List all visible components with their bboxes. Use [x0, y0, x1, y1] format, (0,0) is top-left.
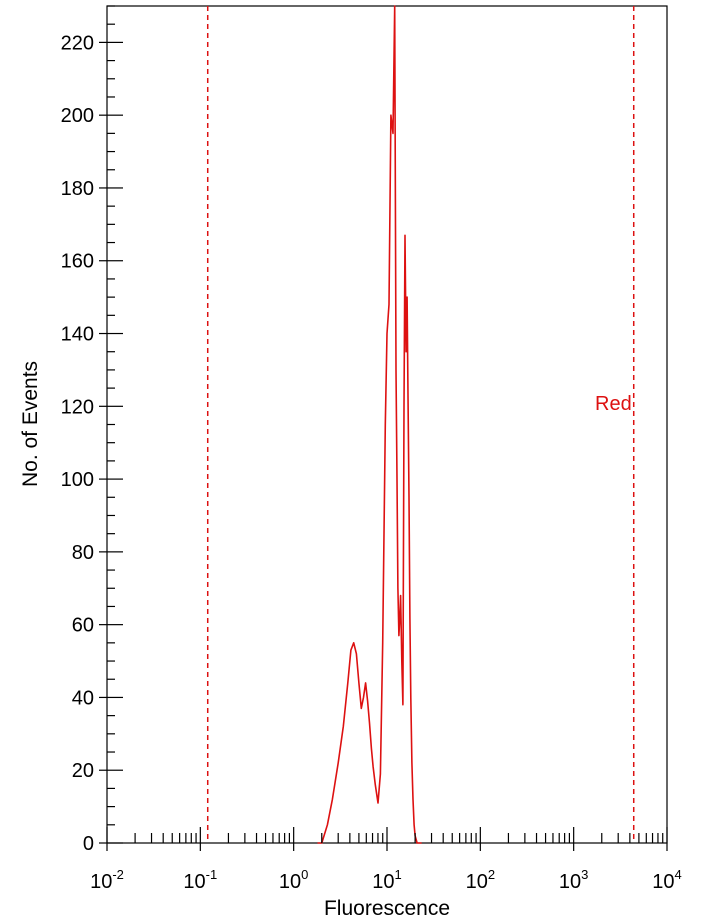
y-tick-label: 80 — [72, 542, 94, 564]
y-tick-label: 60 — [72, 615, 94, 637]
x-tick-exponent: 2 — [488, 867, 495, 882]
x-tick-label: 10-1 — [183, 867, 217, 893]
gate-marker-label: Red — [595, 393, 632, 415]
y-tick-label: 200 — [61, 105, 94, 127]
x-tick-base: 10 — [559, 871, 581, 893]
x-tick-label: 104 — [652, 867, 681, 893]
x-tick-base: 10 — [466, 871, 488, 893]
x-tick-exponent: 3 — [581, 867, 588, 882]
x-tick-label: 10-2 — [90, 867, 124, 893]
x-tick-label: 102 — [466, 867, 495, 893]
y-tick-label: 0 — [83, 833, 94, 855]
x-tick-label: 103 — [559, 867, 588, 893]
y-tick-label: 100 — [61, 469, 94, 491]
x-tick-exponent: 1 — [395, 867, 402, 882]
y-axis-title: No. of Events — [19, 361, 42, 487]
histogram-series-line — [317, 5, 422, 844]
x-tick-exponent: 4 — [675, 867, 682, 882]
x-axis-title: Fluorescence — [324, 897, 450, 920]
x-tick-base: 10 — [90, 871, 112, 893]
y-tick-label: 20 — [72, 760, 94, 782]
y-tick-label: 220 — [61, 32, 94, 54]
y-tick-label: 160 — [61, 251, 94, 273]
y-axis-ticks: 0 20 40 60 80 100 120 140 160 180 200 220 — [61, 5, 123, 855]
x-tick-base: 10 — [279, 871, 301, 893]
y-tick-label: 120 — [61, 396, 94, 418]
y-tick-label: 40 — [72, 687, 94, 709]
y-tick-label: 140 — [61, 324, 94, 346]
x-tick-base: 10 — [372, 871, 394, 893]
gate-markers: Red — [206, 6, 635, 843]
x-axis-ticks: 10-2 10-1 100 101 102 103 104 — [90, 827, 682, 893]
x-tick-base: 10 — [183, 871, 205, 893]
x-tick-exponent: -2 — [112, 867, 124, 882]
plot-area — [106, 5, 668, 844]
y-tick-label: 180 — [61, 178, 94, 200]
x-tick-exponent: -1 — [206, 867, 218, 882]
x-tick-label: 100 — [279, 867, 308, 893]
x-tick-label: 101 — [372, 867, 401, 893]
x-tick-base: 10 — [652, 871, 674, 893]
x-tick-exponent: 0 — [301, 867, 308, 882]
